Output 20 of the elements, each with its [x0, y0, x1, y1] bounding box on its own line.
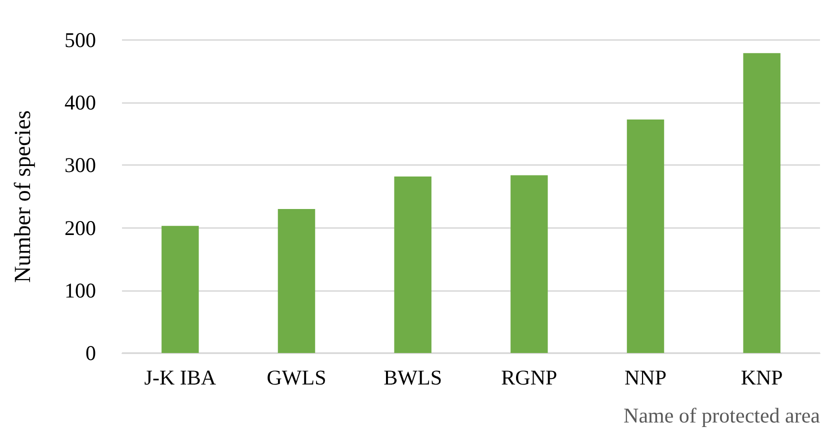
y-tick-label: 300 [64, 153, 96, 178]
x-tick-label: KNP [740, 366, 783, 390]
bar [510, 175, 548, 353]
bar [743, 53, 780, 353]
y-tick-label: 0 [86, 341, 96, 365]
y-axis-title: Number of species [10, 110, 35, 283]
x-tick-label: GWLS [266, 366, 326, 390]
bar [278, 209, 316, 353]
y-tick-label: 200 [64, 216, 96, 240]
y-tick-label: 400 [64, 90, 96, 115]
x-tick-label: J-K IBA [144, 366, 217, 390]
x-axis-title: Name of protected area [624, 404, 821, 428]
y-tick-label: 500 [64, 28, 96, 52]
x-tick-label: BWLS [384, 366, 442, 390]
bar [626, 120, 664, 353]
x-tick-label: RGNP [501, 366, 558, 390]
bar [394, 176, 432, 353]
x-tick-label: NNP [624, 366, 667, 390]
y-tick-label: 100 [64, 278, 96, 302]
bar [162, 226, 199, 353]
